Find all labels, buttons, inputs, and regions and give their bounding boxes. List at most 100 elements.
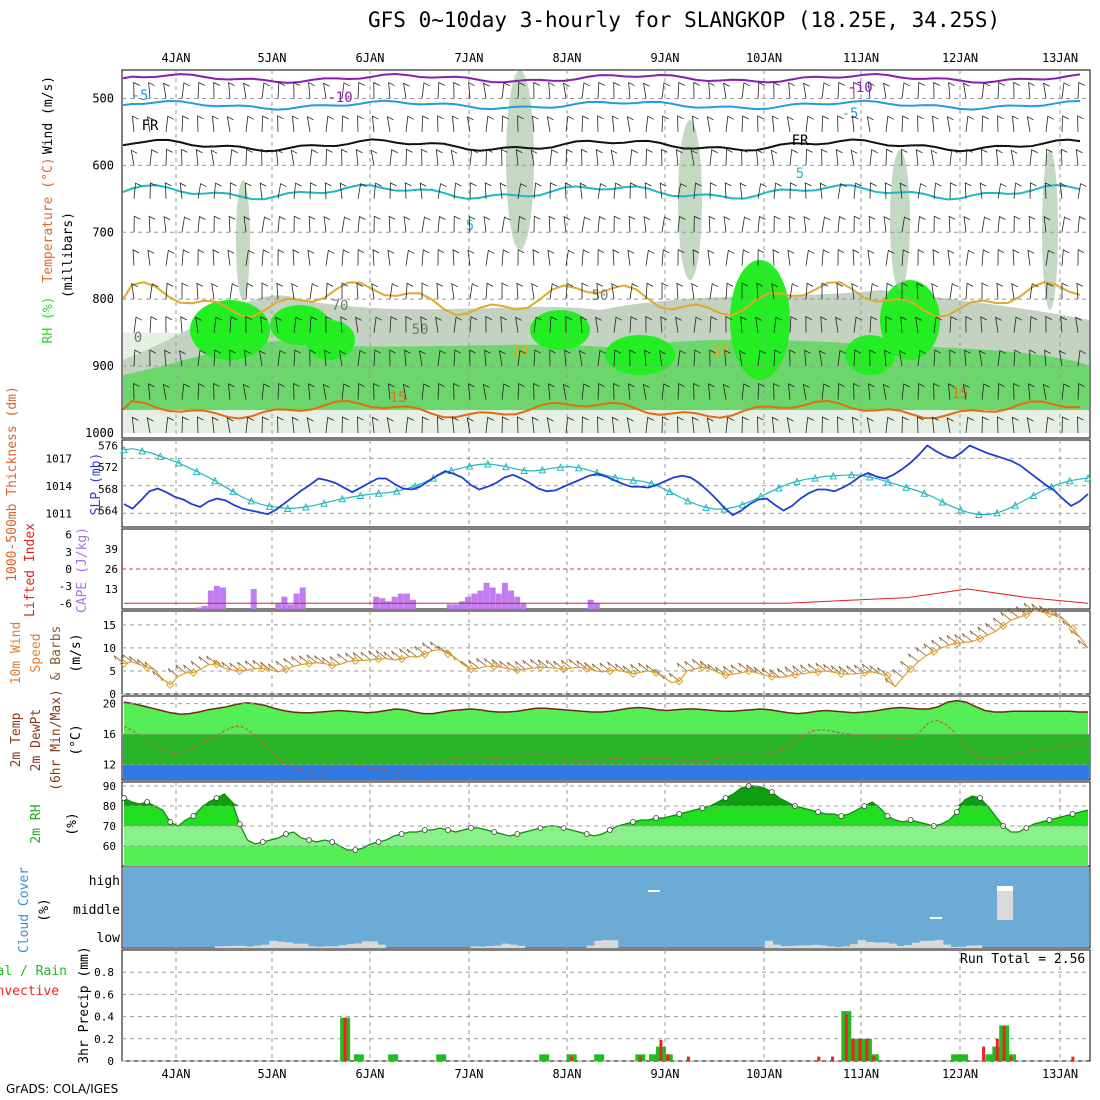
surface-wind-barb xyxy=(907,653,919,663)
wind-barb xyxy=(997,115,1004,132)
surface-wind-barb xyxy=(676,662,688,672)
wind-barb xyxy=(965,282,974,300)
wind-barb xyxy=(821,282,829,300)
wind-speed-point xyxy=(420,650,430,659)
wind-barb xyxy=(340,316,347,333)
precip-total-bar xyxy=(353,1054,364,1061)
wind-barb xyxy=(1013,215,1021,233)
wind-barb xyxy=(724,349,731,367)
wind-barb xyxy=(132,249,140,266)
wind-barb xyxy=(629,182,637,199)
wind-barb xyxy=(389,349,396,367)
surface-wind-barb xyxy=(291,656,302,665)
cape-bar xyxy=(410,599,417,609)
wind-barb xyxy=(995,149,1003,166)
wind-barb xyxy=(741,148,748,166)
wind-barb xyxy=(261,282,269,300)
wind-barb xyxy=(197,349,207,367)
wind-barb xyxy=(293,349,302,367)
wind-barb xyxy=(341,383,350,400)
wind-barb xyxy=(821,148,828,166)
wind-barb xyxy=(501,282,509,300)
wind-barb xyxy=(868,82,875,99)
wind-barb xyxy=(275,316,282,333)
wind-barb xyxy=(805,249,815,266)
wind-barb xyxy=(693,81,700,99)
wind-barb xyxy=(597,215,606,233)
wind-barb xyxy=(661,115,669,132)
wind-barb xyxy=(885,315,893,333)
precip-total-bar xyxy=(985,1054,996,1061)
surface-wind-barb xyxy=(152,670,163,680)
wind-speed-point xyxy=(1068,624,1077,633)
wind-barb xyxy=(1059,182,1067,199)
y-tick-label: 500 xyxy=(92,91,114,105)
wind-barb xyxy=(531,416,539,434)
wind-barb xyxy=(579,350,586,367)
wind-barb xyxy=(437,382,445,400)
wind-barb xyxy=(485,115,494,132)
wind-barb xyxy=(181,82,191,99)
wind-barb xyxy=(917,215,926,233)
cape-bar xyxy=(459,601,466,609)
wind-barb xyxy=(163,216,171,233)
wind-barb xyxy=(933,182,942,199)
wind-barb xyxy=(450,149,458,166)
wind-barb xyxy=(517,81,526,99)
thickness-point xyxy=(629,476,638,484)
cloud-low-bar xyxy=(911,942,921,948)
wind-barb xyxy=(357,183,367,199)
isotherm-plus15 xyxy=(122,399,1081,420)
cloud-low-bar xyxy=(214,946,224,948)
wind-barb xyxy=(755,149,763,166)
wind-barb xyxy=(645,416,654,434)
wind-barb xyxy=(325,315,333,333)
wind-barb xyxy=(757,416,764,434)
rh-shade-high xyxy=(506,70,534,250)
wind-barb xyxy=(757,215,766,233)
wind-barb xyxy=(228,383,235,400)
wind-speed-point xyxy=(605,666,615,676)
wind-barb xyxy=(453,349,462,367)
wind-barb xyxy=(581,82,591,99)
wind-speed-point xyxy=(559,664,568,674)
surface-wind-barb xyxy=(576,660,587,669)
wind-barb xyxy=(180,316,187,333)
wind-barb xyxy=(485,249,495,266)
thickness-point xyxy=(1029,491,1038,499)
wind-barb xyxy=(130,149,138,166)
wind-barb xyxy=(852,249,860,266)
isotherm-minus5 xyxy=(122,99,1081,111)
wind-barb xyxy=(179,182,187,199)
cloud-low-bar xyxy=(834,947,843,948)
wind-barb xyxy=(917,382,925,400)
wind-barb xyxy=(595,316,602,333)
wind-barb xyxy=(1029,316,1038,333)
wind-barb xyxy=(389,182,397,199)
wind-barb xyxy=(437,215,446,233)
rh-tick: 80 xyxy=(103,800,116,813)
rh-point xyxy=(768,789,775,795)
wind-barb xyxy=(820,316,827,333)
thickness-point xyxy=(320,498,328,507)
wind-barb xyxy=(469,149,478,166)
wind-barb xyxy=(565,315,573,333)
surface-wind-barb xyxy=(607,661,618,671)
precip-convective-bar xyxy=(666,1054,670,1061)
cloud-tick: low xyxy=(97,931,121,946)
wind-barb xyxy=(147,249,155,266)
wind-barb xyxy=(501,383,510,400)
wind-barb xyxy=(837,416,844,434)
wind-barb xyxy=(741,216,751,233)
wind-speed-point xyxy=(998,621,1008,630)
wind-barb xyxy=(821,115,829,132)
cloud-low-bar xyxy=(958,946,967,948)
wind-speed-point xyxy=(536,663,545,672)
wind-barb xyxy=(626,417,634,434)
rh-fill-band xyxy=(124,786,1088,846)
precip-convective-bar xyxy=(865,1038,869,1061)
cloud-low-bar xyxy=(772,944,781,948)
ylabel-minmax: (6hr Min/Max) xyxy=(49,689,64,791)
surface-wind-barb xyxy=(383,651,395,661)
surface-wind-barb xyxy=(437,645,449,655)
